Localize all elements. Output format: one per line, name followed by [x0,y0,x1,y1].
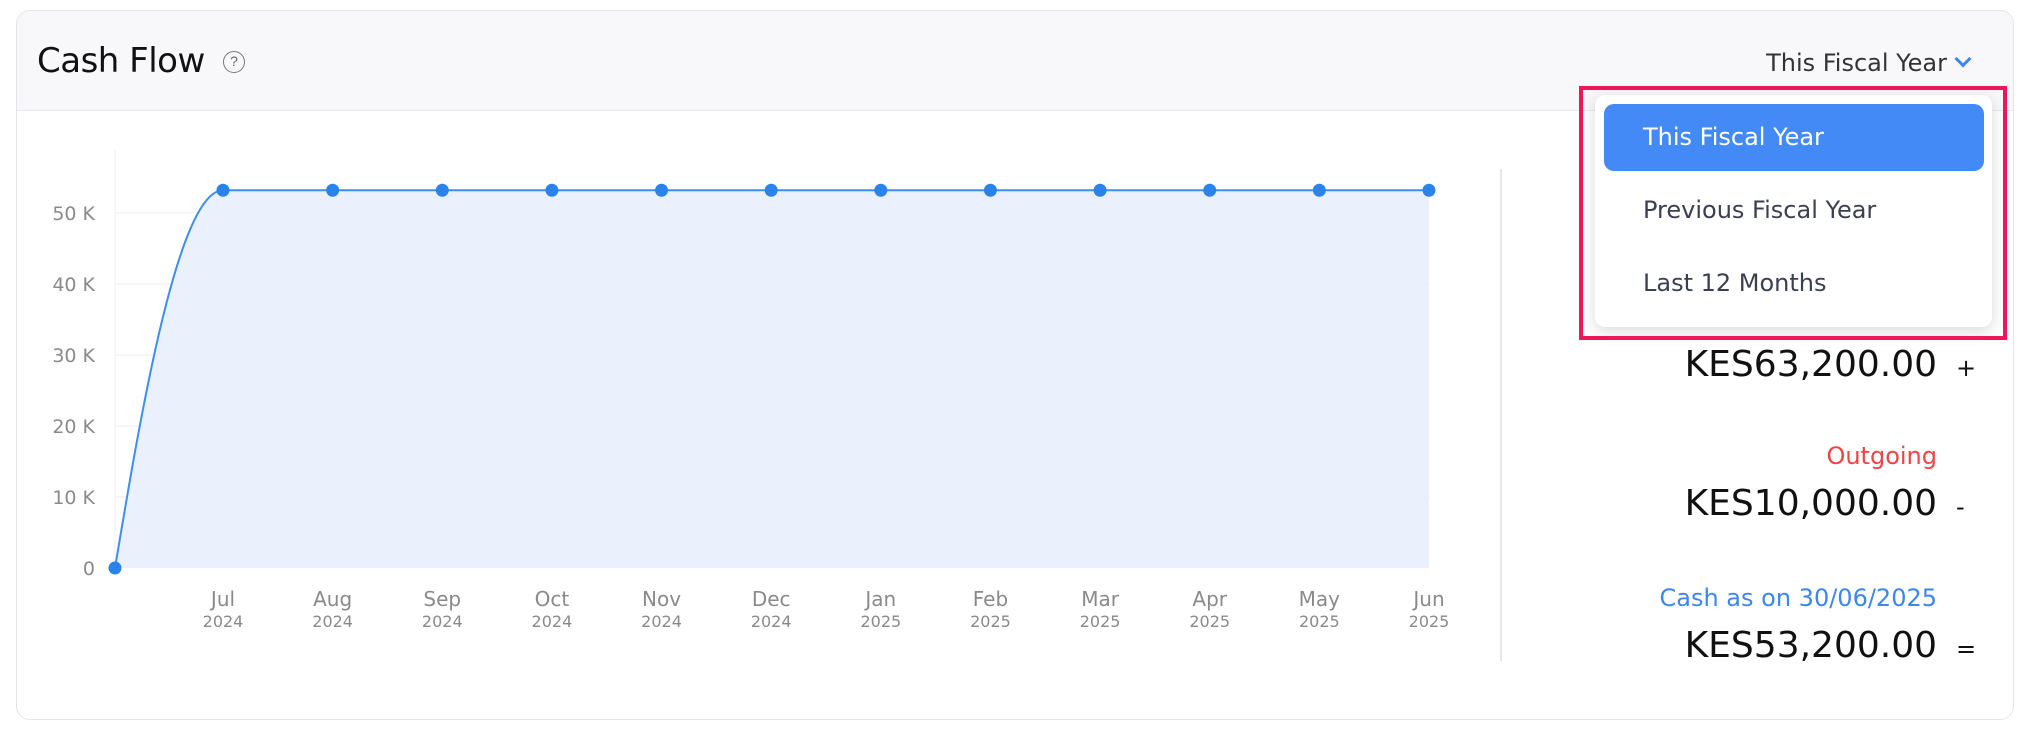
data-point [1203,183,1217,197]
y-tick-label: 30 K [52,345,95,367]
x-tick-month: Jan [863,587,896,611]
y-tick-label: 40 K [52,274,95,296]
option-last-12-months[interactable]: Last 12 Months [1643,269,1827,297]
x-tick-month: Dec [752,587,791,611]
x-tick-month: Aug [313,587,352,611]
x-tick-year: 2025 [1189,612,1230,631]
x-tick-month: Mar [1081,587,1120,611]
closing-sign: = [1956,635,1977,663]
x-tick-year: 2024 [641,612,682,631]
period-selected-label: This Fiscal Year [1766,49,1947,77]
data-point [1093,183,1107,197]
data-point [435,183,449,197]
x-tick-year: 2025 [970,612,1011,631]
x-tick-year: 2025 [1409,612,1450,631]
card-header: Cash Flow ? This Fiscal Year [17,11,2013,111]
option-previous-fiscal-year[interactable]: Previous Fiscal Year [1643,196,1877,224]
vertical-divider [1500,169,1502,661]
question-circle-icon[interactable]: ? [223,51,245,73]
x-tick-year: 2025 [1299,612,1340,631]
data-point [764,183,778,197]
x-tick-month: Feb [973,587,1008,611]
x-tick-year: 2025 [1080,612,1121,631]
period-dropdown-menu: This Fiscal Year Previous Fiscal Year La… [1595,95,1992,327]
x-tick-year: 2024 [203,612,244,631]
data-point [874,183,888,197]
x-tick-month: May [1299,587,1341,611]
x-tick-year: 2024 [422,612,463,631]
data-point [108,561,122,575]
outgoing-amount: KES10,000.00 [1684,483,1937,524]
highlight-box [1579,86,2007,340]
data-point [326,183,340,197]
x-tick-year: 2024 [532,612,573,631]
y-tick-label: 10 K [52,487,95,509]
data-point [983,183,997,197]
x-tick-month: Oct [535,587,570,611]
data-point [545,183,559,197]
area-fill [115,190,1429,568]
x-tick-year: 2024 [312,612,353,631]
y-tick-label: 0 [83,558,95,580]
x-tick-month: Nov [642,587,681,611]
data-point [216,183,230,197]
closing-cash-label: Cash as on 30/06/2025 [1659,584,1938,612]
period-dropdown-trigger[interactable]: This Fiscal Year [1766,49,1972,77]
closing-cash-amount: KES53,200.00 [1684,625,1937,666]
data-point [655,183,669,197]
incoming-sign: + [1956,354,1977,382]
x-tick-year: 2024 [751,612,792,631]
x-tick-month: Jul [209,587,235,611]
x-tick-month: Jun [1411,587,1444,611]
x-tick-year: 2025 [860,612,901,631]
x-tick-month: Apr [1192,587,1227,611]
outgoing-label: Outgoing [1826,442,1937,470]
incoming-amount: KES63,200.00 [1684,344,1937,385]
option-this-fiscal-year[interactable]: This Fiscal Year [1604,104,1984,171]
y-tick-label: 20 K [52,416,95,438]
x-tick-month: Sep [423,587,461,611]
card-title: Cash Flow [37,41,205,81]
data-point [1312,183,1326,197]
data-point [1422,183,1436,197]
outgoing-sign: - [1956,493,1965,521]
series-line [114,189,1429,569]
y-tick-label: 50 K [52,203,95,225]
